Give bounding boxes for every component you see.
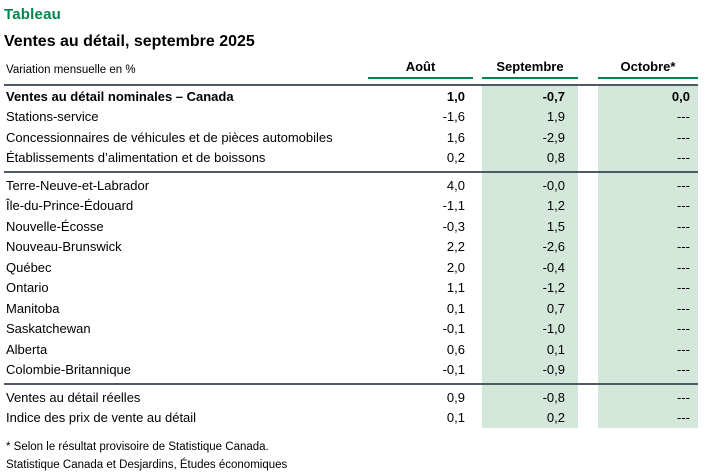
cell-aout: 0,2	[446, 150, 465, 166]
table-row: Île-du-Prince-Édouard -1,1 1,2 ---	[4, 195, 698, 216]
cell-octobre: ---	[598, 257, 698, 278]
cell-septembre: -1,0	[482, 318, 578, 339]
cell-aout: -0,3	[442, 218, 465, 234]
table-row: Ventes au détail réelles 0,9 -0,8 ---	[4, 387, 698, 408]
cell-septembre: -0,0	[482, 175, 578, 196]
cell-septembre: 0,2	[482, 407, 578, 428]
row-label: Manitoba	[6, 300, 60, 316]
cell-aout: 0,6	[446, 341, 465, 357]
footnote-provisional: * Selon le résultat provisoire de Statis…	[6, 441, 269, 453]
cell-octobre: ---	[598, 318, 698, 339]
cell-octobre: ---	[598, 195, 698, 216]
column-header-octobre: Octobre*	[598, 59, 698, 79]
row-label: Alberta	[6, 341, 48, 357]
table-body: Ventes au détail nominales – Canada 1,0 -0…	[4, 86, 698, 428]
row-label: Stations-service	[6, 109, 99, 125]
cell-septembre: -0,9	[482, 359, 578, 380]
cell-octobre: ---	[598, 277, 698, 298]
kicker: Tableau	[4, 6, 61, 23]
cell-aout: -1,1	[442, 198, 465, 214]
row-label: Nouvelle-Écosse	[6, 218, 104, 234]
table-row: Nouvelle-Écosse -0,3 1,5 ---	[4, 216, 698, 237]
table-header-row: Variation mensuelle en % Août Septembre …	[4, 59, 698, 79]
cell-aout: -0,1	[442, 362, 465, 378]
table-row: Nouveau-Brunswick 2,2 -2,6 ---	[4, 236, 698, 257]
row-label: Québec	[6, 259, 52, 275]
row-label: Saskatchewan	[6, 321, 91, 337]
cell-aout: 1,6	[446, 129, 465, 145]
cell-septembre: 1,2	[482, 195, 578, 216]
table-row: Ontario 1,1 -1,2 ---	[4, 277, 698, 298]
header-rule	[4, 84, 698, 86]
cell-septembre: 0,8	[482, 147, 578, 168]
group-separator	[4, 168, 698, 175]
group-separator	[4, 380, 698, 387]
cell-septembre: -1,2	[482, 277, 578, 298]
cell-septembre: 0,7	[482, 298, 578, 319]
cell-octobre: ---	[598, 339, 698, 360]
row-label: Établissements d’alimentation et de bois…	[6, 150, 266, 166]
cell-aout: 0,1	[446, 300, 465, 316]
cell-septembre: -0,7	[482, 86, 578, 107]
cell-septembre: -0,4	[482, 257, 578, 278]
cell-aout: 2,0	[446, 259, 465, 275]
table-row: Colombie-Britannique -0,1 -0,9 ---	[4, 359, 698, 380]
cell-septembre: -2,6	[482, 236, 578, 257]
row-label: Indice des prix de vente au détail	[6, 410, 197, 426]
table-row: Québec 2,0 -0,4 ---	[4, 257, 698, 278]
cell-octobre: ---	[598, 236, 698, 257]
cell-octobre: ---	[598, 175, 698, 196]
row-label: Terre-Neuve-et-Labrador	[6, 177, 150, 193]
footnote-source: Statistique Canada et Desjardins, Études…	[6, 459, 288, 471]
cell-octobre: ---	[598, 216, 698, 237]
cell-octobre: ---	[598, 127, 698, 148]
table-row: Manitoba 0,1 0,7 ---	[4, 298, 698, 319]
cell-aout: 0,9	[446, 389, 465, 405]
row-label: Concessionnaires de véhicules et de pièc…	[6, 129, 333, 145]
cell-septembre: 1,5	[482, 216, 578, 237]
page-title: Ventes au détail, septembre 2025	[4, 33, 255, 50]
row-label: Île-du-Prince-Édouard	[6, 198, 134, 214]
row-label: Nouveau-Brunswick	[6, 239, 122, 255]
unit-label: Variation mensuelle en %	[6, 64, 136, 76]
table-row: Établissements d’alimentation et de bois…	[4, 147, 698, 168]
row-label: Ventes au détail nominales – Canada	[6, 88, 234, 104]
cell-octobre: ---	[598, 407, 698, 428]
column-header-septembre: Septembre	[482, 59, 578, 79]
row-label: Colombie-Britannique	[6, 362, 132, 378]
cell-septembre: -0,8	[482, 387, 578, 408]
separator-rule	[4, 170, 698, 173]
cell-aout: -0,1	[442, 321, 465, 337]
separator-rule	[4, 382, 698, 385]
table-row: Indice des prix de vente au détail 0,1 0,2…	[4, 407, 698, 428]
cell-octobre: ---	[598, 106, 698, 127]
row-label: Ventes au détail réelles	[6, 389, 141, 405]
cell-aout: 0,1	[446, 410, 465, 426]
table-row: Saskatchewan -0,1 -1,0 ---	[4, 318, 698, 339]
table-row: Concessionnaires de véhicules et de pièc…	[4, 127, 698, 148]
row-label: Ontario	[6, 280, 49, 296]
cell-octobre: ---	[598, 359, 698, 380]
cell-septembre: 0,1	[482, 339, 578, 360]
footnotes: * Selon le résultat provisoire de Statis…	[4, 438, 698, 474]
cell-aout: -1,6	[442, 109, 465, 125]
cell-octobre: ---	[598, 298, 698, 319]
cell-aout: 1,0	[446, 88, 465, 104]
cell-septembre: 1,9	[482, 106, 578, 127]
column-header-aout: Août	[368, 59, 473, 79]
cell-septembre: -2,9	[482, 127, 578, 148]
cell-octobre: ---	[598, 147, 698, 168]
table-row: Alberta 0,6 0,1 ---	[4, 339, 698, 360]
cell-octobre: 0,0	[598, 86, 698, 107]
table-row: Terre-Neuve-et-Labrador 4,0 -0,0 ---	[4, 175, 698, 196]
cell-aout: 4,0	[446, 177, 465, 193]
cell-aout: 1,1	[446, 280, 465, 296]
cell-aout: 2,2	[446, 239, 465, 255]
table-row: Ventes au détail nominales – Canada 1,0 -0…	[4, 86, 698, 107]
cell-octobre: ---	[598, 387, 698, 408]
table-row: Stations-service -1,6 1,9 ---	[4, 106, 698, 127]
